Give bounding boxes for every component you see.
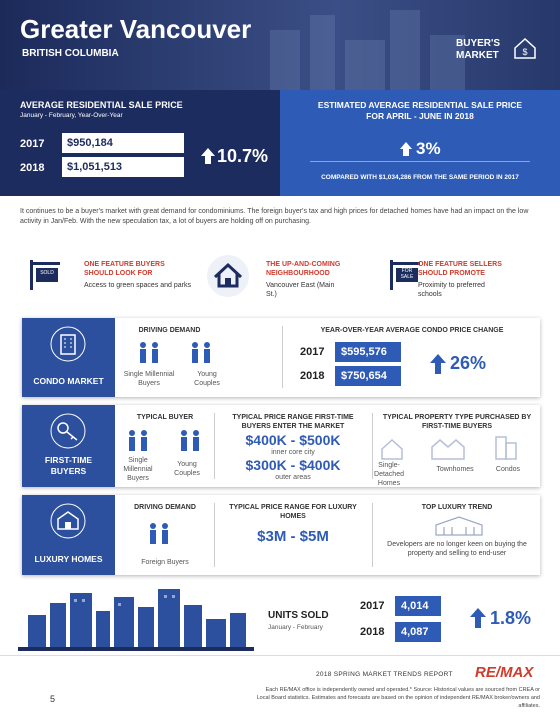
feature-text: Access to green spaces and parks bbox=[84, 282, 192, 289]
skyline bbox=[18, 589, 254, 651]
svg-text:$: $ bbox=[522, 47, 527, 57]
first-time-side: FIRST-TIME BUYERS bbox=[22, 405, 115, 487]
luxury-side: LUXURY HOMES bbox=[22, 495, 115, 575]
type-label: Single-Detached Homes bbox=[374, 462, 404, 487]
luxury-card: LUXURY HOMES DRIVING DEMAND Foreign Buye… bbox=[22, 495, 540, 575]
average-price-panel: AVERAGE RESIDENTIAL SALE PRICE January -… bbox=[0, 90, 280, 196]
up-arrow bbox=[470, 608, 486, 628]
type-label: Townhomes bbox=[436, 466, 474, 473]
range-area: outer areas bbox=[275, 474, 311, 481]
up-arrow bbox=[201, 148, 215, 164]
column-title: TOP LUXURY TREND bbox=[421, 504, 493, 511]
sign-label: FOR SALE bbox=[400, 268, 414, 280]
units-title: UNITS SOLD bbox=[268, 610, 329, 621]
buyer-label: Young Couples bbox=[174, 461, 200, 477]
header-skyline bbox=[270, 10, 465, 90]
first-time-card: FIRST-TIME BUYERS TYPICAL BUYER Single M… bbox=[22, 405, 540, 487]
first-time-label: FIRST-TIME BUYERS bbox=[44, 455, 93, 476]
mansion-icon bbox=[435, 516, 483, 536]
feature-heading: THE UP-AND-COMING NEIGHBOURHOOD bbox=[266, 261, 341, 277]
price: $595,576 bbox=[334, 341, 402, 363]
estimated-change: 3% bbox=[416, 139, 441, 158]
luxury-icon bbox=[50, 503, 86, 539]
up-arrow bbox=[400, 142, 412, 156]
feature-text: Vancouver East (Main St.) bbox=[266, 282, 335, 298]
header: Greater Vancouver BRITISH COLUMBIA BUYER… bbox=[0, 0, 560, 90]
sold-sign-icon bbox=[30, 260, 60, 290]
divider bbox=[214, 413, 215, 479]
price: $1,051,513 bbox=[62, 157, 184, 177]
disclaimer: Each RE/MAX office is independently owne… bbox=[256, 687, 540, 709]
column-title: TYPICAL BUYER bbox=[136, 414, 194, 421]
price-range: $3M - $5M bbox=[257, 528, 329, 545]
year: 2017 bbox=[360, 600, 385, 612]
title: Greater Vancouver bbox=[20, 14, 252, 44]
house-icon bbox=[207, 255, 249, 297]
condo-change: 26% bbox=[450, 353, 487, 373]
column-title: DRIVING DEMAND bbox=[134, 504, 196, 511]
units-value: 4,014 bbox=[394, 595, 442, 617]
property-icons bbox=[381, 436, 517, 460]
year: 2018 bbox=[300, 370, 325, 382]
estimated-title: ESTIMATED AVERAGE RESIDENTIAL SALE PRICE… bbox=[317, 100, 523, 121]
trend-text: Developers are no longer keen on buying … bbox=[387, 541, 527, 557]
divider bbox=[214, 503, 215, 567]
condo-label: CONDO MARKET bbox=[33, 376, 104, 386]
units-value: 4,087 bbox=[394, 621, 442, 643]
demand-label: Single Millennial Buyers bbox=[123, 371, 175, 387]
column-title: TYPICAL PRICE RANGE FIRST-TIME BUYERS EN… bbox=[232, 414, 354, 430]
intro: It continues to be a buyer's market with… bbox=[20, 208, 529, 225]
price-range: $300K - $400K bbox=[245, 457, 341, 473]
report-title: 2018 SPRING MARKET TRENDS REPORT bbox=[316, 671, 453, 678]
badge: BUYER'S MARKET bbox=[456, 38, 501, 61]
divider bbox=[372, 503, 373, 567]
average-period: January - February, Year-Over-Year bbox=[20, 112, 123, 119]
price-range: $400K - $500K bbox=[245, 432, 341, 448]
condo-icon bbox=[50, 326, 86, 362]
average-title: AVERAGE RESIDENTIAL SALE PRICE bbox=[20, 100, 183, 110]
feature-heading: ONE FEATURE SELLERS SHOULD PROMOTE bbox=[418, 261, 502, 277]
price: $950,184 bbox=[62, 133, 184, 153]
type-label: Condos bbox=[495, 466, 521, 473]
sign-label: SOLD bbox=[40, 270, 54, 276]
estimated-note: COMPARED WITH $1,034,286 FROM THE SAME P… bbox=[321, 174, 519, 181]
condo-side: CONDO MARKET bbox=[22, 318, 115, 397]
divider bbox=[282, 326, 283, 388]
column-title: YEAR-OVER-YEAR AVERAGE CONDO PRICE CHANG… bbox=[320, 327, 504, 334]
badge-icon: $ bbox=[514, 37, 536, 59]
people-icons bbox=[129, 430, 199, 451]
demand-label: Young Couples bbox=[194, 371, 220, 387]
column-title: DRIVING DEMAND bbox=[138, 327, 201, 334]
year: 2017 bbox=[20, 138, 45, 150]
buyer-label: Single Millennial Buyers bbox=[123, 457, 153, 482]
range-area: inner core city bbox=[271, 449, 315, 456]
condo-card: CONDO MARKET DRIVING DEMAND Single Mille… bbox=[22, 318, 540, 397]
column-title: TYPICAL PROPERTY TYPE PURCHASED BY FIRST… bbox=[382, 414, 532, 430]
brand: RE/MAX bbox=[475, 664, 534, 681]
year: 2018 bbox=[20, 162, 45, 174]
luxury-label: LUXURY HOMES bbox=[34, 554, 103, 564]
estimated-panel: ESTIMATED AVERAGE RESIDENTIAL SALE PRICE… bbox=[280, 90, 560, 196]
sale-sign-icon bbox=[390, 260, 420, 290]
year: 2018 bbox=[360, 626, 385, 638]
units-change: 1.8% bbox=[490, 608, 532, 628]
people-icons bbox=[140, 342, 210, 363]
feature-heading: ONE FEATURE BUYERS SHOULD LOOK FOR bbox=[84, 261, 165, 277]
footer-rule bbox=[0, 655, 560, 656]
divider bbox=[372, 413, 373, 479]
divider bbox=[310, 161, 530, 162]
column-title: TYPICAL PRICE RANGE FOR LUXURY HOMES bbox=[229, 504, 357, 520]
average-change: 10.7% bbox=[217, 146, 269, 166]
year: 2017 bbox=[300, 346, 325, 358]
subtitle: BRITISH COLUMBIA bbox=[22, 48, 119, 59]
units-period: January - February bbox=[268, 624, 323, 631]
demand-label: Foreign Buyers bbox=[141, 559, 189, 566]
page-number: 5 bbox=[50, 694, 56, 704]
price: $750,654 bbox=[334, 365, 402, 387]
up-arrow bbox=[430, 354, 446, 374]
people-icons bbox=[150, 523, 168, 544]
key-icon bbox=[50, 413, 86, 449]
feature-text: Proximity to preferred schools bbox=[418, 282, 485, 298]
